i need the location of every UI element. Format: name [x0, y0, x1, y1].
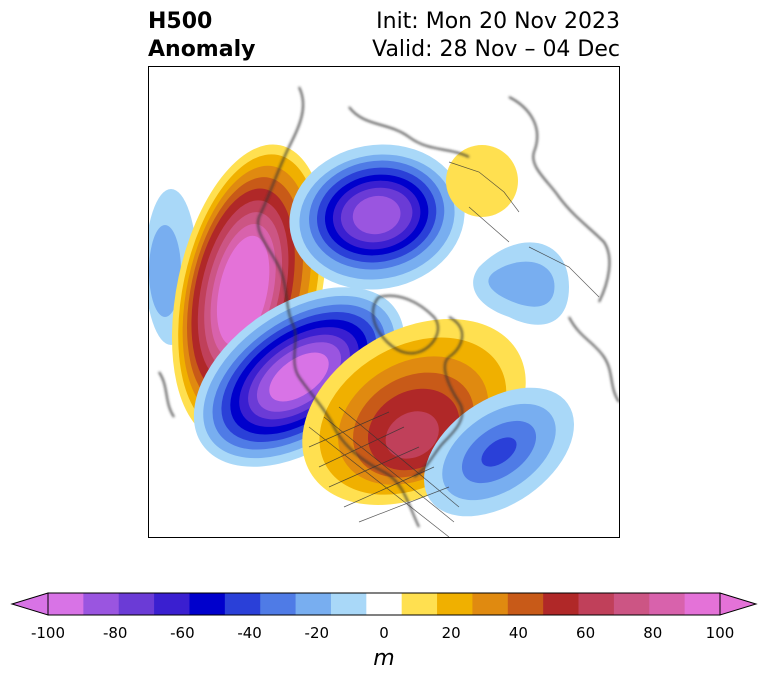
colorbar-cell	[189, 593, 226, 615]
chart-title-right: Init: Mon 20 Nov 2023 Valid: 28 Nov – 04…	[372, 8, 620, 64]
coastlines	[158, 86, 619, 528]
colorbar-cell	[649, 593, 686, 615]
colorbar-cell	[48, 593, 84, 615]
colorbar-cell	[366, 593, 403, 615]
colorbar-tick-label: -100	[30, 624, 66, 642]
colorbar-extend-max	[719, 592, 758, 616]
colorbar-tick-label: 60	[576, 624, 596, 642]
negative-center-siberia	[473, 242, 569, 325]
colorbar-cell	[401, 593, 438, 615]
colorbar-cell	[472, 593, 509, 615]
colorbar-tick-label: -40	[237, 624, 262, 642]
colorbar-cell	[684, 593, 721, 615]
colorbar-cell	[83, 593, 120, 615]
colorbar-tick-label: -60	[170, 624, 195, 642]
colorbar-tick-label: -20	[304, 624, 330, 642]
colorbar-tick-label: 80	[643, 624, 663, 642]
anomaly-map	[149, 86, 619, 537]
init-date: Init: Mon 20 Nov 2023	[376, 9, 620, 34]
colorbar-cell	[613, 593, 650, 615]
positive-center-northern-europe	[446, 145, 518, 217]
colorbar-cell	[437, 593, 473, 615]
colorbar-tick-label: 0	[379, 624, 389, 642]
colorbar-tick-label: -80	[102, 624, 128, 642]
map-panel	[148, 66, 620, 538]
colorbar-cell	[118, 593, 155, 615]
colorbar-cell	[578, 593, 615, 615]
colorbar-cell	[543, 593, 580, 615]
colorbar-tick-label: 20	[441, 624, 461, 642]
title-variable: H500	[148, 9, 213, 34]
colorbar-tick-label: 100	[705, 624, 735, 642]
colorbar-tick-label: 40	[508, 624, 528, 642]
colorbar-cell	[295, 593, 332, 615]
political-borders	[308, 161, 600, 537]
colorbar-cell	[330, 593, 367, 615]
chart-title-left: H500 Anomaly	[148, 8, 255, 64]
colorbar-outline	[47, 592, 721, 616]
colorbar-cell	[224, 593, 261, 615]
colorbar-cell	[154, 593, 190, 615]
colorbar-cell	[507, 593, 544, 615]
negative-center-north-atlantic	[424, 387, 574, 517]
colorbar-unit: m	[373, 646, 395, 671]
negative-center-arctic-canada	[289, 144, 465, 290]
colorbar-cell	[260, 593, 297, 615]
valid-date: Valid: 28 Nov – 04 Dec	[372, 37, 620, 62]
colorbar-extend-min	[10, 592, 49, 616]
title-anomaly: Anomaly	[148, 37, 256, 62]
